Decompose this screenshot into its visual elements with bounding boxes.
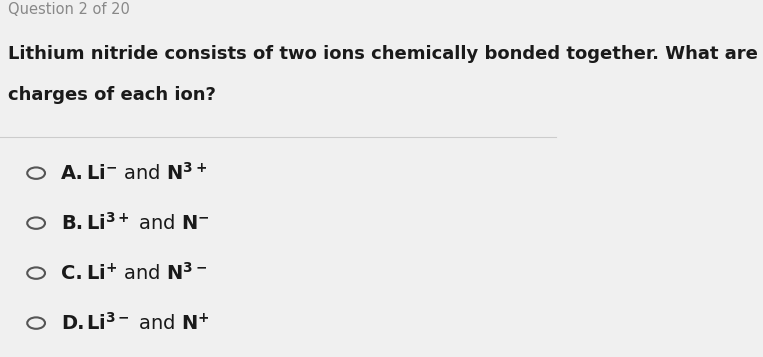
- Text: Lithium nitride consists of two ions chemically bonded together. What are the: Lithium nitride consists of two ions che…: [8, 45, 763, 62]
- Text: $\mathbf{Li^{+}}$ and $\mathbf{N^{3-}}$: $\mathbf{Li^{+}}$ and $\mathbf{N^{3-}}$: [86, 262, 208, 284]
- Text: C.: C.: [61, 263, 83, 283]
- Text: B.: B.: [61, 213, 83, 233]
- Text: charges of each ion?: charges of each ion?: [8, 86, 216, 104]
- Text: $\mathbf{Li^{3-}}$ and $\mathbf{N^{+}}$: $\mathbf{Li^{3-}}$ and $\mathbf{N^{+}}$: [86, 312, 210, 334]
- Text: Question 2 of 20: Question 2 of 20: [8, 2, 130, 17]
- Text: A.: A.: [61, 164, 84, 183]
- Text: D.: D.: [61, 313, 85, 333]
- Text: $\mathbf{Li^{-}}$ and $\mathbf{N^{3+}}$: $\mathbf{Li^{-}}$ and $\mathbf{N^{3+}}$: [86, 162, 208, 184]
- Text: $\mathbf{Li^{3+}}$ and $\mathbf{N^{-}}$: $\mathbf{Li^{3+}}$ and $\mathbf{N^{-}}$: [86, 212, 210, 234]
